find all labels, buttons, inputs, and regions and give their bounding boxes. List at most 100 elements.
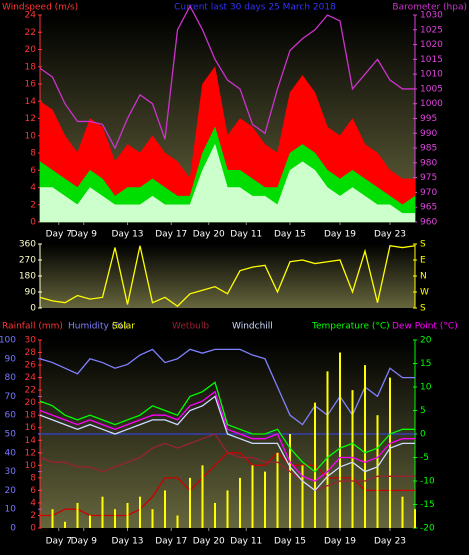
- y-axis-title: Windspeed (m/s): [2, 3, 78, 13]
- legend-label: Temperature (°C): [311, 322, 390, 332]
- y2-tick-label: 1005: [420, 84, 443, 94]
- x-tick-label: Day 9: [71, 230, 98, 240]
- y2-tick-label: 1000: [420, 99, 443, 109]
- x-tick-label: Day 17: [155, 537, 187, 547]
- y2-tick-label: 1010: [420, 70, 443, 80]
- x-tick-label: Day 19: [324, 537, 356, 547]
- x-tick-label: Day 19: [324, 230, 356, 240]
- y3-tick-label: 4: [30, 498, 36, 508]
- line: [39, 390, 415, 482]
- y2-tick-label: -15: [420, 500, 435, 510]
- y2-tick-label: S: [420, 304, 426, 314]
- legend-label: Solar: [112, 322, 135, 332]
- x-tick-label: Day 7: [46, 537, 72, 547]
- y-tick-label: 20: [5, 486, 17, 496]
- y-tick-label: 100: [0, 336, 16, 346]
- y-tick-label: 180: [19, 272, 36, 282]
- y3-tick-label: 24: [25, 373, 37, 383]
- y2-tick-label: 10: [420, 383, 432, 393]
- chart-title: Current last 30 days 25 March 2018: [174, 3, 336, 13]
- y3-tick-label: 6: [30, 486, 36, 496]
- y-tick-label: 6: [30, 166, 36, 176]
- y2-tick-label: 970: [420, 188, 437, 198]
- y-tick-label: 22: [25, 28, 36, 38]
- legend-label: Barometer (hpa): [392, 3, 467, 13]
- y2-tick-label: 5: [420, 406, 426, 416]
- y3-tick-label: 28: [25, 348, 37, 358]
- y2-tick-label: 1020: [420, 40, 443, 50]
- x-tick-label: Day 7: [46, 230, 72, 240]
- y-tick-label: 8: [30, 149, 36, 159]
- x-tick-label: Day 23: [374, 537, 406, 547]
- y2-tick-label: 960: [420, 218, 437, 228]
- y3-tick-label: 2: [30, 511, 36, 521]
- y3-tick-label: 12: [25, 448, 36, 458]
- y3-tick-label: 16: [25, 423, 37, 433]
- y2-tick-label: 965: [420, 203, 437, 213]
- legend-label: Dew Point (°C): [392, 322, 458, 332]
- y2-tick-label: -10: [420, 477, 435, 487]
- legend-label: Rainfall (mm): [2, 322, 63, 332]
- y-tick-label: 50: [5, 430, 17, 440]
- y2-tick-label: 1015: [420, 55, 443, 65]
- line: [39, 395, 415, 492]
- x-tick-label: Day 23: [374, 230, 406, 240]
- legend-label: Humidity (%): [68, 322, 127, 332]
- y-tick-label: 24: [25, 11, 37, 21]
- y-tick-label: 70: [5, 392, 17, 402]
- y2-tick-label: N: [420, 272, 427, 282]
- y3-tick-label: 14: [25, 436, 37, 446]
- x-tick-label: Day 9: [71, 537, 98, 547]
- y2-tick-label: 985: [420, 144, 437, 154]
- y2-tick-label: 1025: [420, 25, 443, 35]
- y3-tick-label: 22: [25, 386, 36, 396]
- y-tick-label: 10: [25, 131, 37, 141]
- x-tick-label: Day 11: [230, 537, 262, 547]
- y2-tick-label: 980: [420, 158, 437, 168]
- y2-tick-label: 995: [420, 114, 437, 124]
- y3-tick-label: 26: [25, 361, 37, 371]
- y2-tick-label: E: [420, 256, 426, 266]
- y-tick-label: 60: [5, 411, 17, 421]
- y-tick-label: 90: [5, 354, 17, 364]
- y-tick-label: 14: [25, 97, 37, 107]
- line: [39, 381, 415, 473]
- y-tick-label: 18: [25, 62, 37, 72]
- x-tick-label: Day 13: [111, 537, 143, 547]
- y-tick-label: 12: [25, 114, 36, 124]
- line: [39, 433, 415, 492]
- y-tick-label: 40: [5, 448, 17, 458]
- y-tick-label: 30: [5, 467, 17, 477]
- y2-tick-label: 990: [420, 129, 437, 139]
- x-tick-label: Day 11: [230, 230, 262, 240]
- y-tick-label: 90: [25, 288, 37, 298]
- y3-tick-label: 20: [25, 398, 37, 408]
- legend-label: Windchill: [232, 322, 273, 332]
- y3-tick-label: 18: [25, 411, 37, 421]
- y-tick-label: 0: [30, 218, 36, 228]
- y3-tick-label: 10: [25, 461, 37, 471]
- y-tick-label: 270: [19, 256, 36, 266]
- line: [39, 245, 416, 308]
- y2-tick-label: -5: [420, 453, 429, 463]
- y-tick-label: 2: [30, 200, 36, 210]
- x-tick-label: Day 15: [274, 230, 306, 240]
- y-tick-label: 0: [30, 304, 36, 314]
- x-tick-label: Day 13: [111, 230, 143, 240]
- y2-tick-label: 20: [420, 336, 432, 346]
- y2-tick-label: -20: [420, 524, 435, 534]
- legend-label: Wetbulb: [172, 322, 209, 332]
- y2-tick-label: 975: [420, 173, 437, 183]
- y3-tick-label: 0: [30, 524, 36, 534]
- line: [39, 4, 415, 150]
- y2-tick-label: W: [420, 288, 429, 298]
- area: [39, 143, 416, 223]
- y-tick-label: 10: [5, 505, 17, 515]
- y2-tick-label: 0: [420, 430, 426, 440]
- y-tick-label: 20: [25, 45, 37, 55]
- y-tick-label: 360: [19, 240, 36, 250]
- y-tick-label: 80: [5, 373, 17, 383]
- x-tick-label: Day 17: [155, 230, 187, 240]
- x-tick-label: Day 20: [193, 537, 225, 547]
